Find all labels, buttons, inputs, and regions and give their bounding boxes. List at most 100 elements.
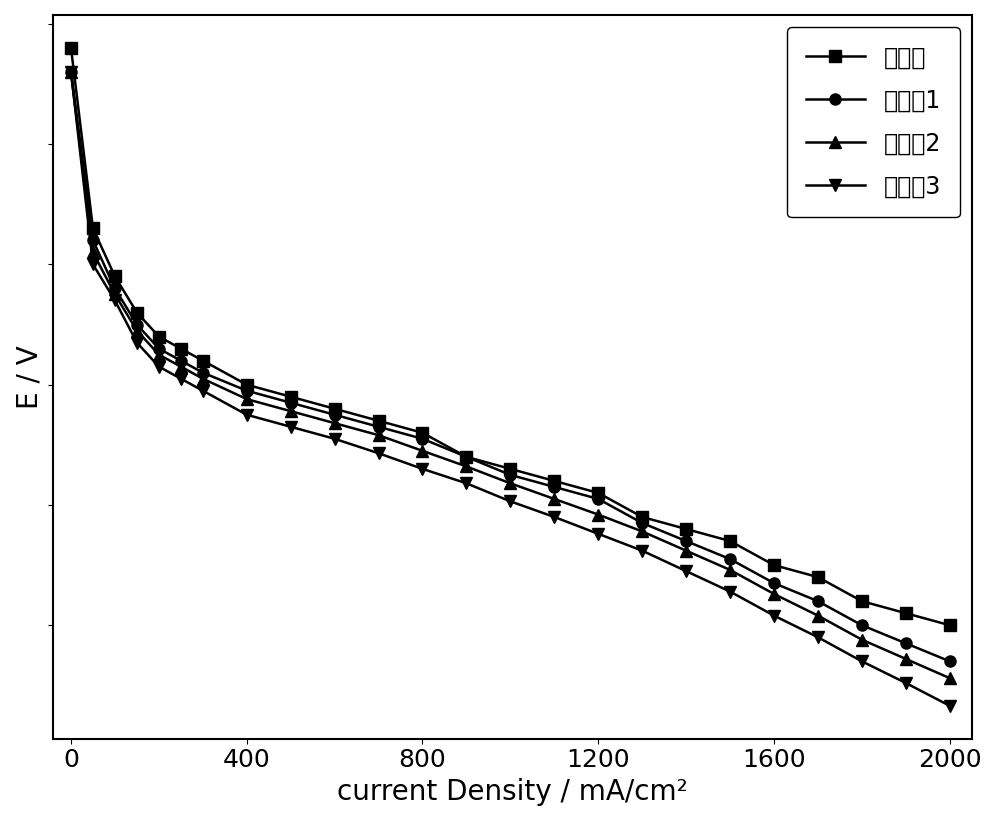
X-axis label: current Density / mA/cm²: current Density / mA/cm²: [337, 778, 688, 806]
实施例2: [900, 654, 912, 664]
实施例3: [900, 678, 912, 688]
实施例1: [373, 422, 385, 432]
实施例2: [373, 430, 385, 440]
Y-axis label: E / V: E / V: [15, 345, 43, 409]
实施例3: [944, 701, 956, 711]
实施例2: [724, 565, 736, 575]
实施例3: [768, 611, 780, 621]
实施例2: [175, 362, 187, 372]
实施例2: [504, 479, 516, 488]
Line: 实施例1: 实施例1: [65, 67, 955, 667]
对比例: [153, 332, 165, 342]
对比例: [900, 608, 912, 618]
对比例: [285, 392, 297, 401]
实施例1: [175, 355, 187, 365]
实施例2: [592, 510, 604, 520]
对比例: [65, 43, 77, 53]
对比例: [460, 452, 472, 461]
实施例3: [175, 374, 187, 383]
实施例3: [812, 632, 824, 642]
Legend: 对比例, 实施例1, 实施例2, 实施例3: 对比例, 实施例1, 实施例2, 实施例3: [787, 27, 960, 218]
实施例2: [416, 446, 428, 456]
实施例1: [109, 283, 121, 293]
对比例: [87, 223, 99, 233]
实施例1: [680, 536, 692, 546]
实施例1: [724, 554, 736, 564]
实施例3: [548, 512, 560, 522]
对比例: [768, 560, 780, 570]
对比例: [329, 404, 341, 414]
实施例3: [856, 657, 868, 667]
实施例2: [153, 350, 165, 360]
实施例2: [109, 290, 121, 300]
实施例1: [944, 657, 956, 667]
实施例2: [131, 326, 143, 336]
实施例2: [241, 394, 253, 404]
实施例2: [65, 67, 77, 77]
实施例3: [197, 386, 209, 396]
实施例3: [241, 410, 253, 420]
对比例: [856, 596, 868, 606]
实施例2: [768, 589, 780, 599]
对比例: [592, 488, 604, 498]
实施例3: [680, 566, 692, 576]
实施例3: [724, 587, 736, 597]
对比例: [724, 536, 736, 546]
实施例2: [548, 494, 560, 504]
实施例3: [329, 433, 341, 443]
Line: 实施例3: 实施例3: [65, 67, 955, 711]
实施例1: [131, 319, 143, 329]
实施例3: [373, 448, 385, 458]
实施例1: [504, 470, 516, 479]
实施例2: [856, 635, 868, 644]
对比例: [131, 308, 143, 318]
对比例: [944, 621, 956, 631]
对比例: [680, 524, 692, 534]
实施例1: [812, 596, 824, 606]
实施例3: [592, 529, 604, 539]
实施例3: [636, 546, 648, 556]
实施例2: [460, 461, 472, 471]
实施例1: [856, 621, 868, 631]
对比例: [812, 572, 824, 582]
实施例3: [416, 464, 428, 474]
实施例1: [636, 518, 648, 528]
Line: 实施例2: 实施例2: [65, 67, 955, 684]
实施例1: [416, 433, 428, 443]
实施例1: [65, 67, 77, 77]
实施例3: [285, 422, 297, 432]
对比例: [241, 380, 253, 390]
实施例3: [131, 337, 143, 347]
实施例1: [329, 410, 341, 420]
实施例2: [812, 611, 824, 621]
对比例: [175, 344, 187, 354]
实施例3: [504, 497, 516, 507]
实施例1: [592, 494, 604, 504]
对比例: [416, 428, 428, 438]
实施例2: [636, 526, 648, 536]
实施例2: [285, 406, 297, 416]
实施例1: [900, 639, 912, 649]
对比例: [636, 512, 648, 522]
实施例2: [944, 673, 956, 683]
对比例: [197, 355, 209, 365]
实施例1: [153, 344, 165, 354]
实施例2: [329, 418, 341, 428]
对比例: [504, 464, 516, 474]
对比例: [109, 272, 121, 282]
实施例1: [768, 578, 780, 588]
对比例: [548, 476, 560, 486]
实施例3: [109, 296, 121, 305]
Line: 对比例: 对比例: [65, 43, 955, 631]
实施例2: [87, 247, 99, 257]
实施例1: [241, 386, 253, 396]
实施例1: [285, 398, 297, 408]
实施例1: [197, 368, 209, 378]
实施例1: [87, 236, 99, 245]
实施例2: [197, 374, 209, 383]
实施例3: [153, 362, 165, 372]
对比例: [373, 416, 385, 426]
实施例3: [460, 479, 472, 488]
实施例2: [680, 546, 692, 556]
实施例3: [65, 67, 77, 77]
